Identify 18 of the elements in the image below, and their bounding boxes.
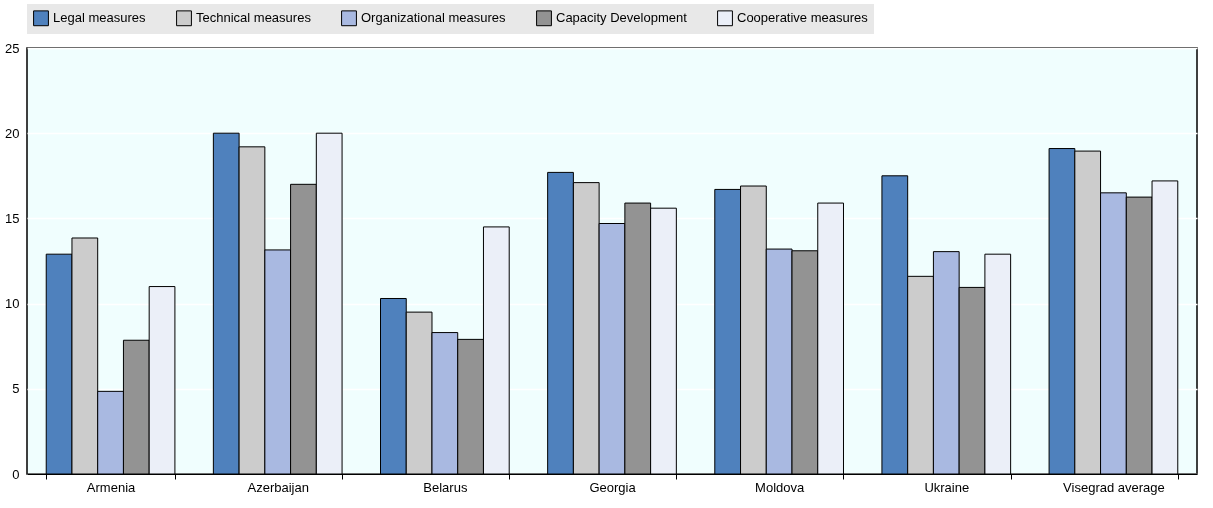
y-tick-label: 10 [5, 296, 20, 312]
x-tick-label: Azerbaijan [247, 479, 309, 495]
legend-label: Legal measures [53, 10, 146, 26]
x-tick-label: Ukraine [924, 479, 970, 495]
y-tick-label: 20 [5, 125, 20, 141]
y-tick-label: 5 [12, 381, 20, 397]
y-tick-label: 0 [12, 466, 20, 482]
x-tick-label: Moldova [755, 479, 805, 495]
y-tick-label: 15 [5, 210, 20, 226]
x-tick-label: Georgia [589, 479, 637, 495]
legend-label: Technical measures [196, 10, 312, 26]
legend-label: Cooperative measures [737, 10, 869, 26]
x-tick-label: Armenia [86, 479, 137, 495]
y-tick-label: 25 [5, 40, 20, 56]
legend-label: Capacity Development [556, 10, 688, 26]
x-tick-label: Belarus [423, 479, 468, 495]
legend-label: Organizational measures [361, 10, 507, 26]
x-tick-label: Visegrad average [1063, 479, 1165, 495]
